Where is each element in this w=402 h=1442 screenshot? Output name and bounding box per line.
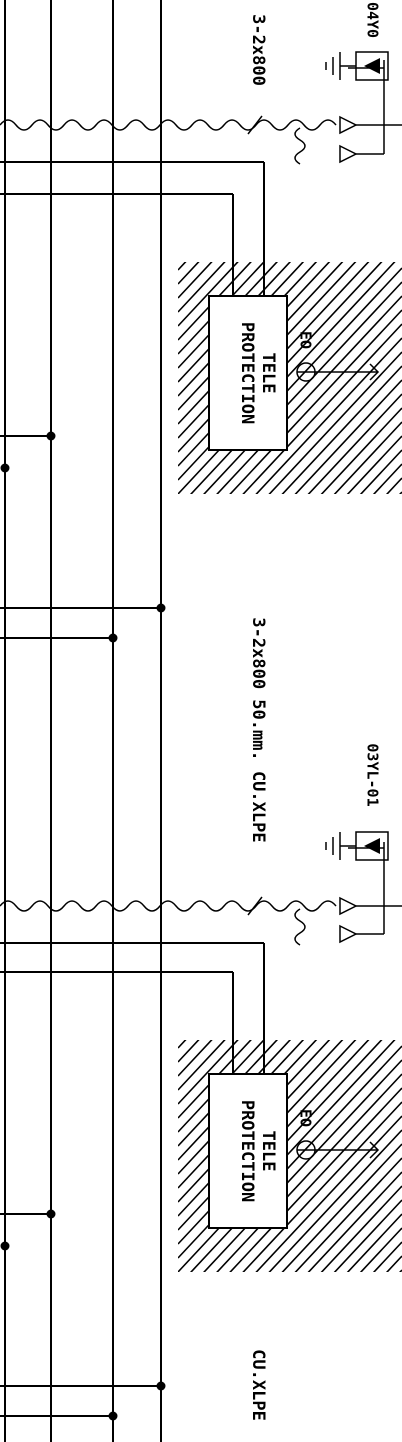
hatch-line bbox=[178, 262, 239, 327]
ct-label-mid: 03YL-01 bbox=[364, 743, 382, 806]
eo-label-top: EO bbox=[297, 331, 315, 349]
hatch-line bbox=[178, 1040, 239, 1105]
tele-label-top: TELE bbox=[258, 353, 278, 394]
hatch-line bbox=[178, 780, 402, 1020]
junction-dots bbox=[0, 431, 166, 1421]
hatch-line bbox=[359, 1227, 402, 1272]
protection-box-top bbox=[208, 295, 288, 451]
hatch-line bbox=[399, 491, 402, 494]
hatch-line bbox=[178, 1040, 226, 1091]
cable-wave-mid bbox=[0, 900, 337, 912]
cable-wave-top bbox=[0, 119, 337, 131]
ct-label-top: 04Y0 bbox=[364, 2, 382, 38]
cable-spec-label-1: 3-2x800 bbox=[248, 14, 268, 86]
hatch-line bbox=[385, 1255, 402, 1272]
hatch-line bbox=[281, 365, 402, 494]
vertical-bus-lines bbox=[4, 0, 162, 1442]
hatch-line bbox=[255, 337, 402, 494]
tele-label-mid: TELE bbox=[258, 1131, 278, 1172]
hatch-line bbox=[333, 1199, 402, 1272]
hatch-line bbox=[203, 281, 402, 494]
cable-tail-mid bbox=[294, 908, 306, 946]
hatch-line bbox=[268, 351, 402, 494]
hatch-line bbox=[320, 1185, 402, 1272]
cable-slash-top bbox=[247, 115, 263, 135]
hatch-line bbox=[242, 323, 402, 494]
hatch-line bbox=[307, 1171, 402, 1272]
hatch-line bbox=[281, 1143, 402, 1272]
ct-box-top bbox=[325, 51, 389, 81]
hatch-line bbox=[229, 1087, 402, 1272]
eo-label-mid: EO bbox=[297, 1109, 315, 1127]
protection-zone-top: PROTECTION TELE EO bbox=[178, 262, 402, 746]
hatch-line bbox=[399, 1269, 402, 1272]
hatch-line bbox=[372, 463, 402, 494]
hatch-line bbox=[359, 449, 402, 494]
hatch-line bbox=[178, 1284, 402, 1442]
cable-tail-top bbox=[294, 127, 306, 165]
hatch-line bbox=[268, 1129, 402, 1272]
hatch-line bbox=[385, 477, 402, 494]
hatch-line bbox=[372, 1241, 402, 1272]
hatch-line bbox=[178, 262, 396, 494]
hatch-line bbox=[189, 1045, 402, 1272]
cable-slash-mid bbox=[247, 896, 263, 916]
branch-lines bbox=[0, 161, 265, 1417]
protection-label-top: PROTECTION bbox=[237, 322, 257, 424]
hatch-line bbox=[307, 393, 402, 494]
hatch-line bbox=[216, 1073, 402, 1272]
hatch-line bbox=[203, 1059, 402, 1272]
hatch-line bbox=[229, 309, 402, 494]
hatch-line bbox=[346, 1213, 402, 1272]
ct-box-mid bbox=[325, 831, 389, 861]
hatch-line bbox=[178, 262, 226, 313]
hatch-line bbox=[178, 1040, 396, 1272]
hatch-line bbox=[178, 794, 402, 1034]
hatch-line bbox=[346, 435, 402, 494]
hatch-line bbox=[333, 421, 402, 494]
hatch-line bbox=[320, 407, 402, 494]
cable-spec-label-3: CU.XLPE bbox=[248, 1349, 268, 1421]
cable-spec-label-2: 3-2x800 50.mm. CU.XLPE bbox=[248, 617, 268, 842]
protection-zone-mid: PROTECTION TELE EO bbox=[178, 780, 402, 1442]
hatch-line bbox=[255, 1115, 402, 1272]
hatch-line bbox=[189, 267, 402, 494]
protection-box-mid bbox=[208, 1073, 288, 1229]
protection-label-mid: PROTECTION bbox=[237, 1100, 257, 1202]
ct-arrows-top bbox=[339, 60, 402, 164]
hatch-line bbox=[216, 295, 402, 494]
ct-arrows-mid bbox=[339, 842, 402, 944]
hatch-line bbox=[294, 1157, 402, 1272]
hatch-line bbox=[178, 506, 402, 746]
hatch-line bbox=[242, 1101, 402, 1272]
hatch-line bbox=[294, 379, 402, 494]
